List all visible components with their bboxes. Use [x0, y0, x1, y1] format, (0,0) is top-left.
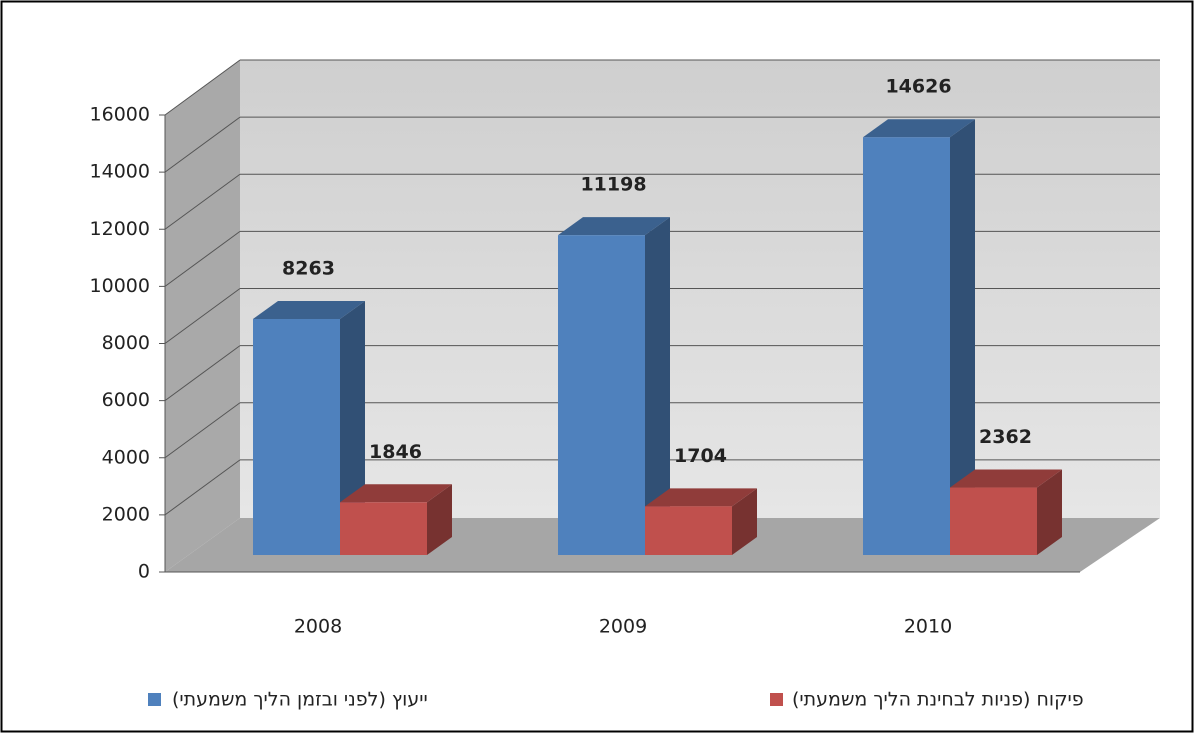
legend-swatch [148, 693, 161, 706]
bar-side [1037, 469, 1062, 555]
bar-top [340, 484, 452, 503]
x-tick-label: 2009 [599, 616, 647, 638]
y-tick-label: 16000 [90, 104, 150, 126]
bar [950, 487, 1037, 555]
bar [863, 137, 950, 555]
value-label: 1704 [674, 445, 727, 467]
legend-label: פיקוח (פניות לבחינת הליך משמעתי) [792, 689, 1084, 711]
grid-line [164, 173, 241, 230]
y-tick-label: 6000 [102, 389, 150, 411]
grid-line [164, 230, 241, 287]
bar-top [558, 217, 670, 236]
bar-top [253, 300, 365, 319]
bar [558, 235, 645, 556]
y-tick-label: 0 [138, 561, 150, 583]
y-tick-label: 2000 [102, 503, 150, 525]
value-label: 1846 [369, 441, 422, 463]
y-tick-label: 12000 [90, 218, 150, 240]
y-tick-label: 10000 [90, 275, 150, 297]
x-tick-label: 2008 [294, 616, 342, 638]
grid-line [164, 116, 241, 173]
value-label: 8263 [282, 257, 335, 279]
y-tick-label: 8000 [102, 332, 150, 354]
value-label: 2362 [979, 426, 1032, 448]
grid-line [164, 459, 241, 516]
legend-label: ייעוץ (לפני ובזמן הליך משמעתי) [172, 689, 428, 711]
bar-top [950, 469, 1062, 488]
grid-line [164, 345, 241, 402]
bar-top [863, 119, 975, 138]
legend-swatch [770, 693, 783, 706]
grid-line [164, 402, 241, 459]
value-label: 11198 [580, 174, 646, 196]
bar-side [732, 488, 757, 555]
bar-side [645, 217, 670, 556]
y-tick-label: 14000 [90, 161, 150, 183]
grid-line [164, 288, 241, 344]
y-tick-label: 4000 [102, 446, 150, 468]
bar [253, 318, 340, 555]
bar-side [427, 484, 452, 555]
bar-top [645, 488, 757, 507]
grid-line [164, 59, 241, 116]
bar [645, 506, 732, 555]
value-label: 14626 [885, 76, 951, 98]
bar-side [950, 119, 975, 555]
bar [340, 502, 427, 555]
x-tick-label: 2010 [904, 616, 952, 638]
